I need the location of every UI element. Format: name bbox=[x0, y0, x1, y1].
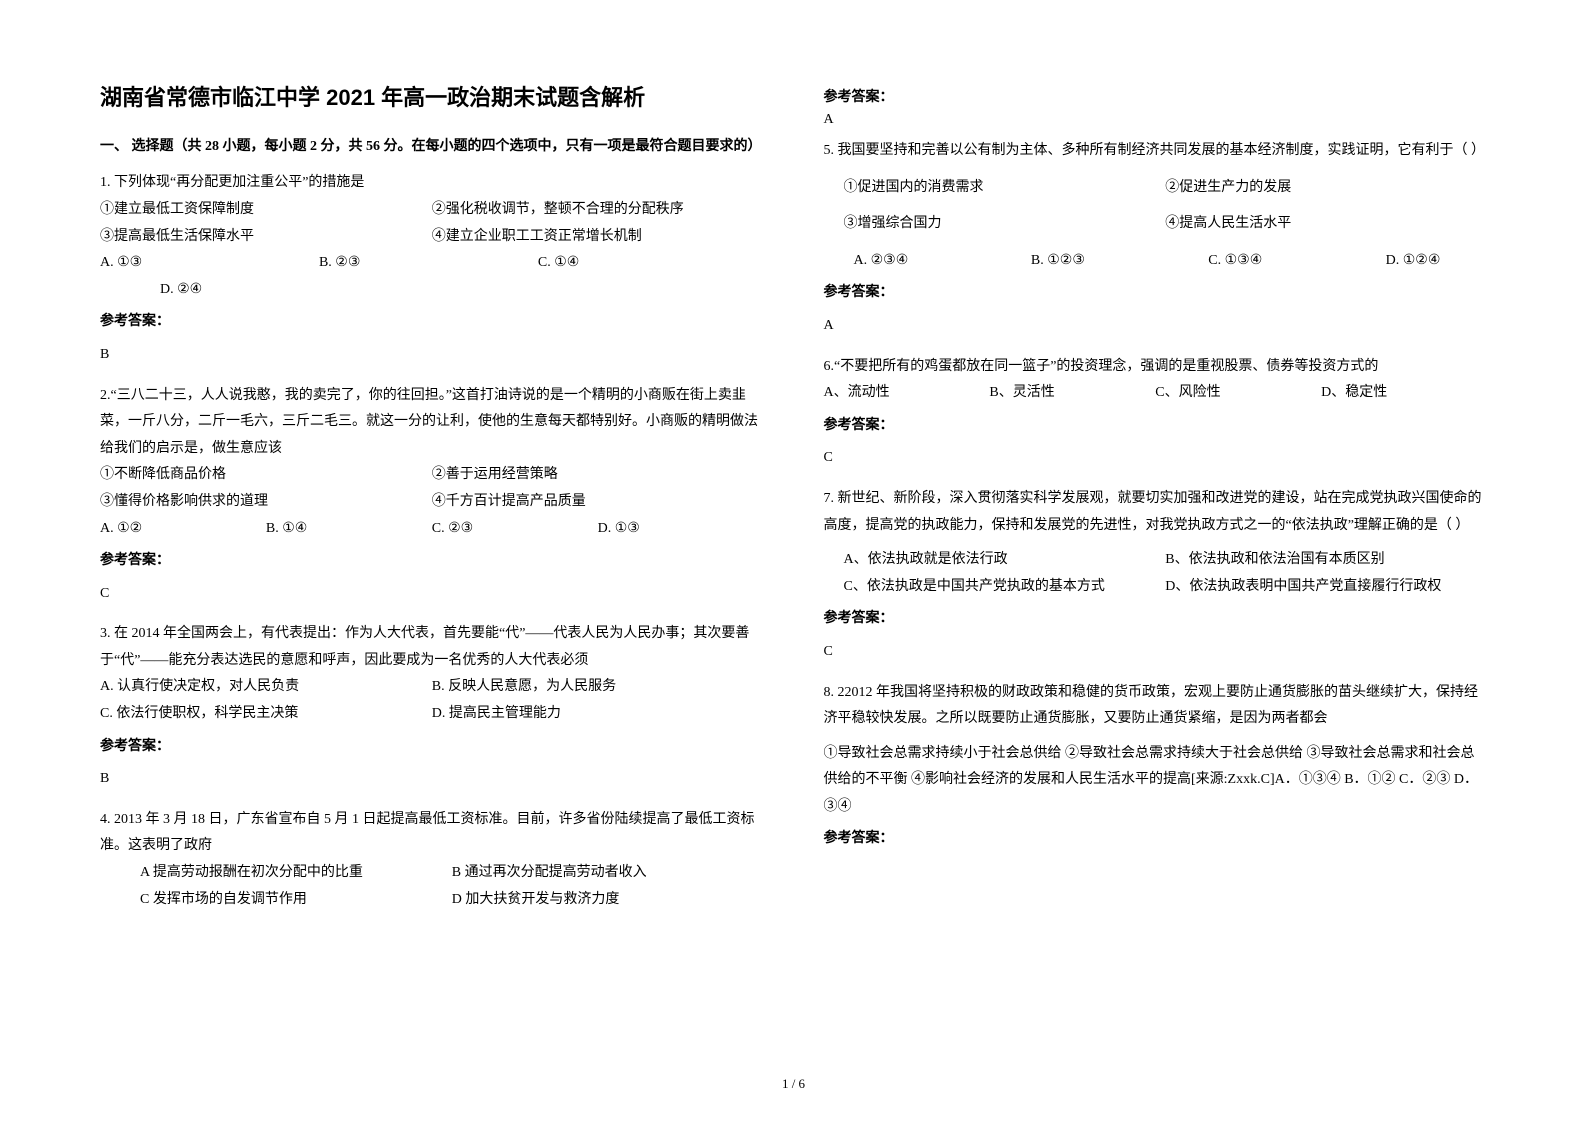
q6-ans-label: 参考答案： bbox=[824, 413, 1488, 440]
q1-stem: 1. 下列体现“再分配更加注重公平”的措施是 bbox=[100, 170, 764, 197]
q3-a: A. 认真行使决定权，对人民负责 bbox=[100, 674, 432, 701]
q4-b: B 通过再次分配提高劳动者收入 bbox=[452, 860, 764, 887]
q5-ans: A bbox=[824, 313, 1488, 340]
question-8: 8. 22012 年我国将坚持积极的财政政策和稳健的货币政策，宏观上要防止通货膨… bbox=[824, 680, 1488, 854]
q6-options: A、流动性 B、灵活性 C、风险性 D、稳定性 bbox=[824, 380, 1488, 407]
q2-d: D. ①③ bbox=[598, 516, 764, 543]
q1-s3: ③提高最低生活保障水平 bbox=[100, 224, 432, 251]
q4-d: D 加大扶贫开发与救济力度 bbox=[452, 887, 764, 914]
q1-c: C. ①④ bbox=[538, 250, 757, 277]
q7-ans: C bbox=[824, 639, 1488, 666]
question-3: 3. 在 2014 年全国两会上，有代表提出：作为人大代表，首先要能“代”——代… bbox=[100, 621, 764, 793]
q1-s1: ①建立最低工资保障制度 bbox=[100, 197, 432, 224]
q1-options: A. ①③ B. ②③ C. ①④ D. ②④ bbox=[100, 250, 764, 303]
q2-b: B. ①④ bbox=[266, 516, 432, 543]
q1-ans-label: 参考答案： bbox=[100, 309, 764, 336]
q4-options: A 提高劳动报酬在初次分配中的比重 B 通过再次分配提高劳动者收入 C 发挥市场… bbox=[100, 860, 764, 913]
q2-ans-label: 参考答案： bbox=[100, 548, 764, 575]
q4-a: A 提高劳动报酬在初次分配中的比重 bbox=[140, 860, 452, 887]
q5-stem: 5. 我国要坚持和完善以公有制为主体、多种所有制经济共同发展的基本经济制度，实践… bbox=[824, 138, 1488, 165]
q1-ans: B bbox=[100, 342, 764, 369]
q5-a: A. ②③④ bbox=[854, 248, 1031, 275]
q1-s4: ④建立企业职工工资正常增长机制 bbox=[432, 224, 764, 251]
question-2: 2.“三八二十三，人人说我憨，我的卖完了，你的往回担。”这首打油诗说的是一个精明… bbox=[100, 383, 764, 608]
q1-s2: ②强化税收调节，整顿不合理的分配秩序 bbox=[432, 197, 764, 224]
q1-a: A. ①③ bbox=[100, 250, 319, 277]
q5-s4: ④提高人民生活水平 bbox=[1165, 211, 1487, 238]
q3-d: D. 提高民主管理能力 bbox=[432, 701, 764, 728]
left-column: 湖南省常德市临江中学 2021 年高一政治期末试题含解析 一、 选择题（共 28… bbox=[100, 80, 764, 1082]
q2-c: C. ②③ bbox=[432, 516, 598, 543]
q5-s3: ③增强综合国力 bbox=[844, 211, 1166, 238]
q6-c: C、风险性 bbox=[1155, 380, 1321, 407]
q8-stem: 8. 22012 年我国将坚持积极的财政政策和稳健的货币政策，宏观上要防止通货膨… bbox=[824, 680, 1488, 733]
page-footer: 1 / 6 bbox=[782, 1076, 805, 1092]
q6-stem: 6.“不要把所有的鸡蛋都放在同一篮子”的投资理念，强调的是重视股票、债券等投资方… bbox=[824, 354, 1488, 381]
q6-b: B、灵活性 bbox=[989, 380, 1155, 407]
q8-sub: ①导致社会总需求持续小于社会总供给 ②导致社会总需求持续大于社会总供给 ③导致社… bbox=[824, 741, 1488, 821]
q5-subitems: ①促进国内的消费需求②促进生产力的发展 ③增强综合国力④提高人民生活水平 bbox=[824, 175, 1488, 238]
q4-c: C 发挥市场的自发调节作用 bbox=[140, 887, 452, 914]
q2-subitems: ①不断降低商品价格②善于运用经营策略 ③懂得价格影响供求的道理④千方百计提高产品… bbox=[100, 462, 764, 515]
q5-ans-label: 参考答案： bbox=[824, 280, 1488, 307]
q2-stem: 2.“三八二十三，人人说我憨，我的卖完了，你的往回担。”这首打油诗说的是一个精明… bbox=[100, 383, 764, 463]
q5-s2: ②促进生产力的发展 bbox=[1165, 175, 1487, 202]
q6-d: D、稳定性 bbox=[1321, 380, 1487, 407]
q7-stem: 7. 新世纪、新阶段，深入贯彻落实科学发展观，就要切实加强和改进党的建设，站在完… bbox=[824, 486, 1488, 539]
q2-options: A. ①② B. ①④ C. ②③ D. ①③ bbox=[100, 516, 764, 543]
q3-options: A. 认真行使决定权，对人民负责 B. 反映人民意愿，为人民服务 C. 依法行使… bbox=[100, 674, 764, 727]
q2-s3b: ③懂得价格影响供求的道理 bbox=[100, 489, 432, 516]
q8-ans-label: 参考答案： bbox=[824, 826, 1488, 853]
right-column: 参考答案： A 5. 我国要坚持和完善以公有制为主体、多种所有制经济共同发展的基… bbox=[824, 80, 1488, 1082]
q3-ans-label: 参考答案： bbox=[100, 734, 764, 761]
q4-ans-label: 参考答案： bbox=[824, 86, 1488, 106]
q7-d: D、依法执政表明中国共产党直接履行行政权 bbox=[1165, 574, 1487, 601]
q5-options: A. ②③④ B. ①②③ C. ①③④ D. ①②④ bbox=[824, 248, 1488, 275]
q3-stem: 3. 在 2014 年全国两会上，有代表提出：作为人大代表，首先要能“代”——代… bbox=[100, 621, 764, 674]
q7-options: A、依法执政就是依法行政 B、依法执政和依法治国有本质区别 C、依法执政是中国共… bbox=[824, 547, 1488, 600]
q5-c: C. ①③④ bbox=[1208, 248, 1385, 275]
q1-d: D. ②④ bbox=[100, 277, 764, 304]
q5-d: D. ①②④ bbox=[1386, 248, 1487, 275]
q3-b: B. 反映人民意愿，为人民服务 bbox=[432, 674, 764, 701]
q2-s1: ①不断降低商品价格 bbox=[100, 462, 432, 489]
section-heading: 一、 选择题（共 28 小题，每小题 2 分，共 56 分。在每小题的四个选项中… bbox=[100, 136, 764, 158]
q2-s4: ④千方百计提高产品质量 bbox=[432, 489, 764, 516]
question-1: 1. 下列体现“再分配更加注重公平”的措施是 ①建立最低工资保障制度②强化税收调… bbox=[100, 170, 764, 368]
q4-ans: A bbox=[824, 112, 1488, 128]
q2-a: A. ①② bbox=[100, 516, 266, 543]
q7-a: A、依法执政就是依法行政 bbox=[844, 547, 1166, 574]
q1-subitems: ①建立最低工资保障制度②强化税收调节，整顿不合理的分配秩序 ③提高最低生活保障水… bbox=[100, 197, 764, 250]
q3-ans: B bbox=[100, 766, 764, 793]
q7-b: B、依法执政和依法治国有本质区别 bbox=[1165, 547, 1487, 574]
q3-c: C. 依法行使职权，科学民主决策 bbox=[100, 701, 432, 728]
q5-b: B. ①②③ bbox=[1031, 248, 1208, 275]
q2-s3: ②善于运用经营策略 bbox=[432, 462, 764, 489]
q1-b: B. ②③ bbox=[319, 250, 538, 277]
question-5: 5. 我国要坚持和完善以公有制为主体、多种所有制经济共同发展的基本经济制度，实践… bbox=[824, 138, 1488, 340]
q7-c: C、依法执政是中国共产党执政的基本方式 bbox=[844, 574, 1166, 601]
q5-s1: ①促进国内的消费需求 bbox=[844, 175, 1166, 202]
question-7: 7. 新世纪、新阶段，深入贯彻落实科学发展观，就要切实加强和改进党的建设，站在完… bbox=[824, 486, 1488, 666]
q6-a: A、流动性 bbox=[824, 380, 990, 407]
page-title: 湖南省常德市临江中学 2021 年高一政治期末试题含解析 bbox=[100, 80, 764, 112]
q6-ans: C bbox=[824, 445, 1488, 472]
question-6: 6.“不要把所有的鸡蛋都放在同一篮子”的投资理念，强调的是重视股票、债券等投资方… bbox=[824, 354, 1488, 472]
q2-ans: C bbox=[100, 581, 764, 608]
question-4: 4. 2013 年 3 月 18 日，广东省宣布自 5 月 1 日起提高最低工资… bbox=[100, 807, 764, 913]
q7-ans-label: 参考答案： bbox=[824, 606, 1488, 633]
q4-stem: 4. 2013 年 3 月 18 日，广东省宣布自 5 月 1 日起提高最低工资… bbox=[100, 807, 764, 860]
